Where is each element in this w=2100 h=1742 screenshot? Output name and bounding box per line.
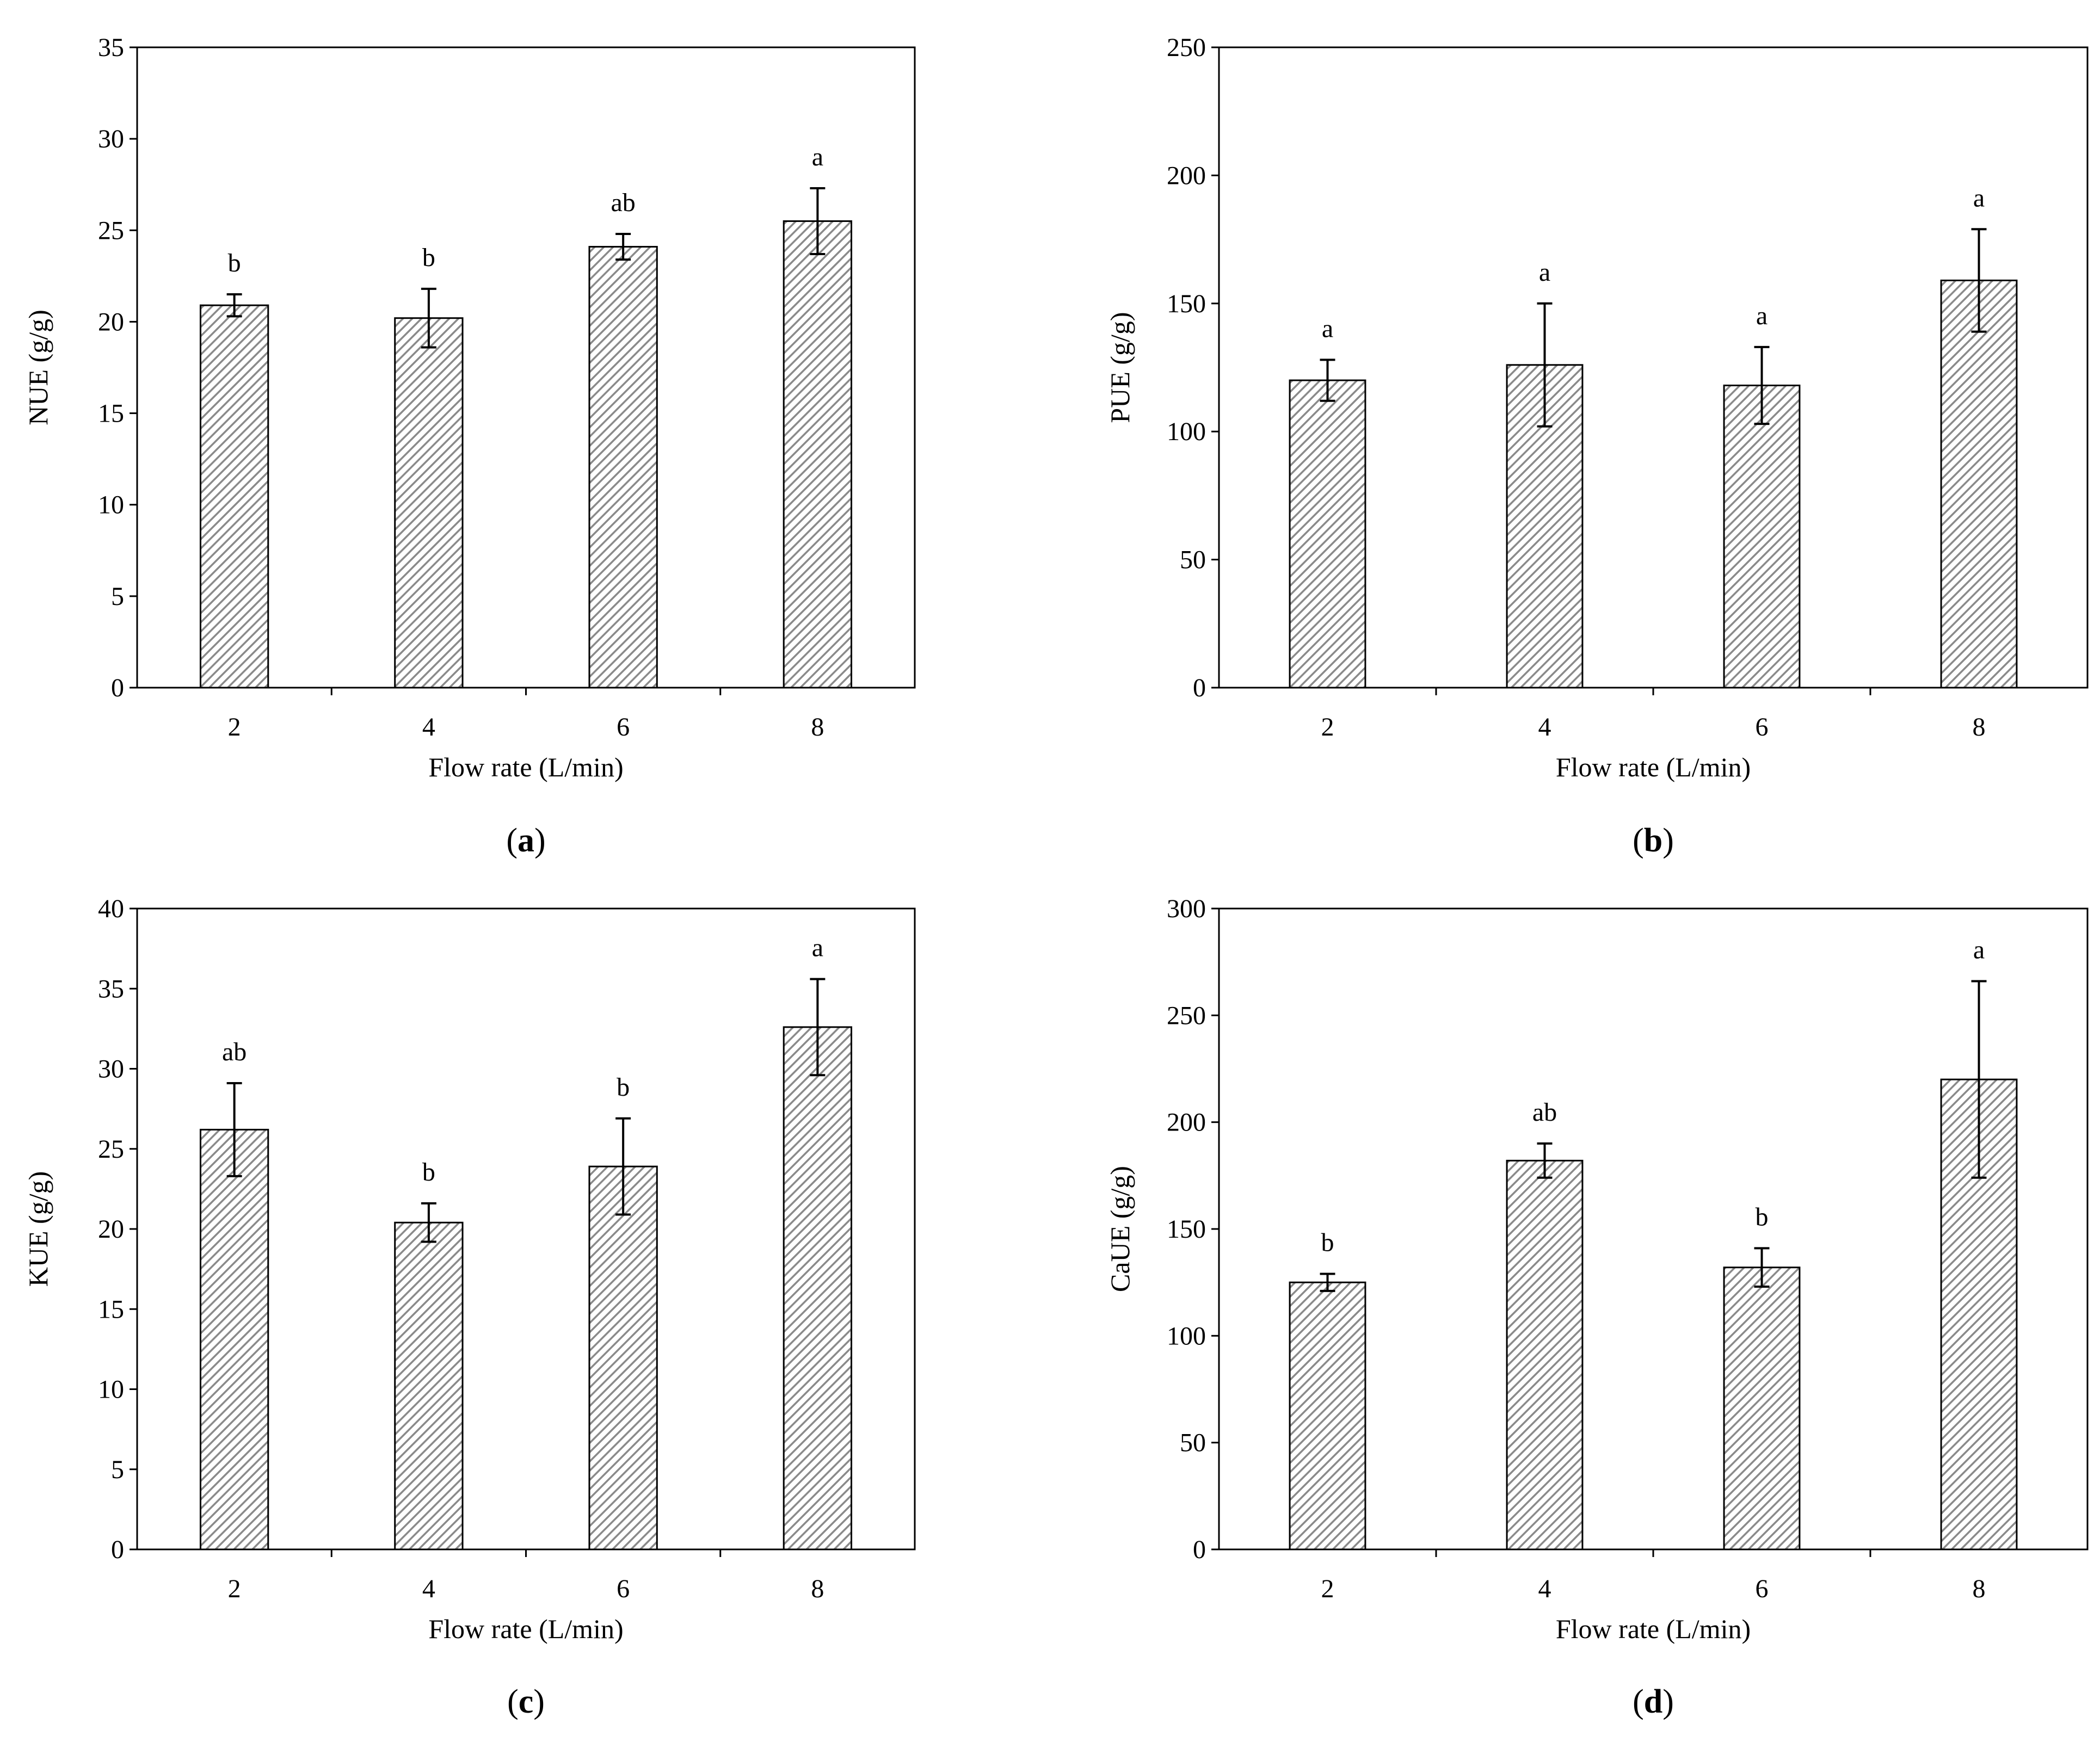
bar-4 xyxy=(394,1221,464,1550)
x-tick-label: 8 xyxy=(1973,1574,1986,1603)
y-tick-label: 300 xyxy=(1167,894,1206,923)
bar-4 xyxy=(1506,1159,1584,1550)
significance-letter: a xyxy=(1756,301,1768,330)
bar-2 xyxy=(1289,379,1366,689)
chart-panel-d: 0 50 100 150 200 250 300 b 2 ab 4 b 6 a 8 Flow rate (L/… xyxy=(1105,894,2089,1720)
significance-letter: ab xyxy=(222,1037,247,1066)
x-tick-label: 6 xyxy=(1756,1574,1769,1603)
panel-label: (c) xyxy=(507,1683,545,1720)
y-tick-label: 10 xyxy=(98,1375,124,1404)
y-tick-label: 5 xyxy=(111,582,124,611)
y-tick-label: 250 xyxy=(1167,33,1206,62)
y-tick-label: 35 xyxy=(98,33,124,62)
y-tick-label: 15 xyxy=(98,399,124,428)
y-axis-title: PUE (g/g) xyxy=(1105,312,1135,423)
y-tick-label: 40 xyxy=(98,894,124,923)
chart-panel-c: 0 5 10 15 20 25 30 35 40 ab 2 b 4 b 6 a 8 Flow rate (L/mi… xyxy=(23,894,916,1720)
y-tick-label: 200 xyxy=(1167,161,1206,190)
y-tick-label: 150 xyxy=(1167,289,1206,318)
y-tick-label: 200 xyxy=(1167,1108,1206,1137)
y-axis-title: CaUE (g/g) xyxy=(1105,1166,1135,1292)
y-tick-label: 0 xyxy=(111,1535,124,1564)
significance-letter: a xyxy=(1973,936,1985,965)
x-tick-label: 8 xyxy=(811,1574,824,1603)
y-tick-label: 20 xyxy=(98,307,124,336)
significance-letter: b xyxy=(1756,1202,1769,1231)
y-tick-label: 30 xyxy=(98,125,124,153)
significance-letter: a xyxy=(1539,258,1550,287)
x-axis-title: Flow rate (L/min) xyxy=(428,1614,623,1644)
significance-letter: a xyxy=(1973,183,1985,212)
y-tick-label: 15 xyxy=(98,1295,124,1324)
panel-label: (a) xyxy=(506,822,545,859)
significance-letter: ab xyxy=(611,188,635,217)
x-tick-label: 6 xyxy=(617,713,630,742)
x-tick-label: 2 xyxy=(228,1574,241,1603)
x-tick-label: 2 xyxy=(1321,713,1334,742)
x-axis-title: Flow rate (L/min) xyxy=(428,752,623,782)
chart-panel-a: 0 5 10 15 20 25 30 35 b 2 b 4 ab 6 a 8 Flow rate (L/min)… xyxy=(23,33,916,859)
x-axis-title: Flow rate (L/min) xyxy=(1556,1614,1751,1644)
x-tick-label: 4 xyxy=(422,713,435,742)
y-tick-label: 50 xyxy=(1180,1429,1206,1457)
significance-letter: b xyxy=(422,1158,435,1187)
significance-letter: b xyxy=(1321,1228,1334,1257)
y-tick-label: 0 xyxy=(1193,1535,1206,1564)
y-tick-label: 250 xyxy=(1167,1001,1206,1030)
bar-6 xyxy=(588,246,658,689)
bar-6 xyxy=(1723,1267,1801,1550)
y-tick-label: 25 xyxy=(98,216,124,245)
y-tick-label: 5 xyxy=(111,1455,124,1484)
bar-2 xyxy=(199,1128,269,1550)
bar-8 xyxy=(783,220,853,689)
y-axis-title: KUE (g/g) xyxy=(23,1171,53,1287)
y-tick-label: 10 xyxy=(98,491,124,520)
y-tick-label: 20 xyxy=(98,1215,124,1244)
significance-letter: ab xyxy=(1532,1098,1557,1127)
x-tick-label: 8 xyxy=(811,713,824,742)
bar-8 xyxy=(1940,279,2018,689)
panel-label: (b) xyxy=(1633,822,1674,859)
bar-8 xyxy=(783,1026,853,1550)
y-tick-label: 50 xyxy=(1180,546,1206,575)
x-tick-label: 8 xyxy=(1973,713,1986,742)
x-tick-label: 4 xyxy=(1538,1574,1551,1603)
significance-letter: a xyxy=(812,143,823,171)
x-tick-label: 6 xyxy=(1756,713,1769,742)
x-axis-title: Flow rate (L/min) xyxy=(1556,752,1751,782)
x-tick-label: 4 xyxy=(1538,713,1551,742)
y-tick-label: 25 xyxy=(98,1135,124,1164)
y-tick-label: 100 xyxy=(1167,1321,1206,1350)
bar-2 xyxy=(1289,1281,1366,1550)
y-tick-label: 150 xyxy=(1167,1215,1206,1244)
bar-6 xyxy=(588,1165,658,1550)
significance-letter: b xyxy=(422,243,435,272)
x-tick-label: 4 xyxy=(422,1574,435,1603)
y-tick-label: 0 xyxy=(1193,674,1206,702)
significance-letter: b xyxy=(617,1073,630,1102)
significance-letter: a xyxy=(812,934,823,962)
x-tick-label: 6 xyxy=(617,1574,630,1603)
y-axis-title: NUE (g/g) xyxy=(23,310,53,425)
x-tick-label: 2 xyxy=(228,713,241,742)
bar-6 xyxy=(1723,384,1801,689)
x-tick-label: 2 xyxy=(1321,1574,1334,1603)
chart-panel-b: 0 50 100 150 200 250 a 2 a 4 a 6 a 8 Flow rate (L/min)… xyxy=(1105,33,2089,859)
y-tick-label: 100 xyxy=(1167,417,1206,446)
y-tick-label: 0 xyxy=(111,674,124,702)
bar-2 xyxy=(199,304,269,689)
significance-letter: a xyxy=(1322,314,1333,343)
panel-label: (d) xyxy=(1633,1683,1674,1720)
y-tick-label: 35 xyxy=(98,974,124,1003)
significance-letter: b xyxy=(228,249,241,277)
y-tick-label: 30 xyxy=(98,1055,124,1084)
bar-4 xyxy=(394,317,464,689)
